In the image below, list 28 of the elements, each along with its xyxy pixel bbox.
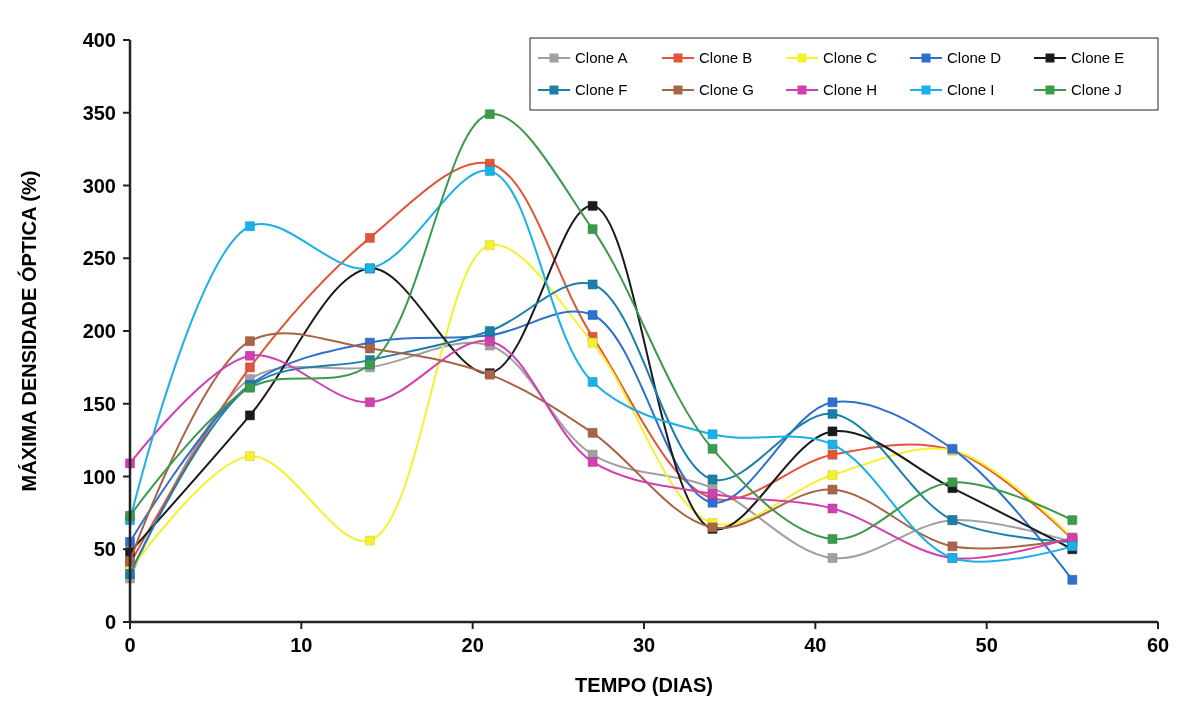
x-tick-label: 60 [1146, 634, 1170, 656]
y-tick-label: 50 [93, 538, 116, 561]
x-tick-label: 0 [124, 634, 136, 656]
y-tick-label: 400 [82, 29, 116, 51]
x-tick-label: 50 [975, 634, 998, 656]
y-tick-label: 250 [82, 247, 116, 270]
legend-label: Clone D [947, 49, 1002, 67]
legend-label: Clone B [699, 49, 753, 67]
x-tick-label: 40 [804, 634, 827, 656]
x-tick-label: 20 [461, 634, 484, 656]
legend-label: Clone J [1071, 81, 1122, 99]
y-tick-label: 0 [104, 611, 116, 633]
x-tick-label: 30 [632, 634, 656, 656]
y-tick-label: 200 [82, 320, 116, 342]
y-tick-label: 350 [82, 101, 116, 124]
y-axis-title: MÁXIMA DENSIDADE ÓPTICA (%) [17, 170, 40, 492]
legend-label: Clone C [823, 49, 878, 67]
y-tick-label: 100 [82, 465, 116, 488]
legend-label: Clone G [699, 81, 755, 99]
y-tick-label: 150 [82, 392, 116, 415]
y-tick-label: 300 [82, 174, 116, 197]
legend-label: Clone I [947, 81, 995, 99]
legend-label: Clone H [823, 81, 878, 99]
x-tick-label: 10 [290, 634, 313, 656]
legend-label: Clone E [1071, 49, 1125, 67]
legend-label: Clone F [575, 81, 628, 99]
x-axis-title: TEMPO (DIAS) [575, 674, 713, 696]
legend-label: Clone A [575, 49, 628, 67]
